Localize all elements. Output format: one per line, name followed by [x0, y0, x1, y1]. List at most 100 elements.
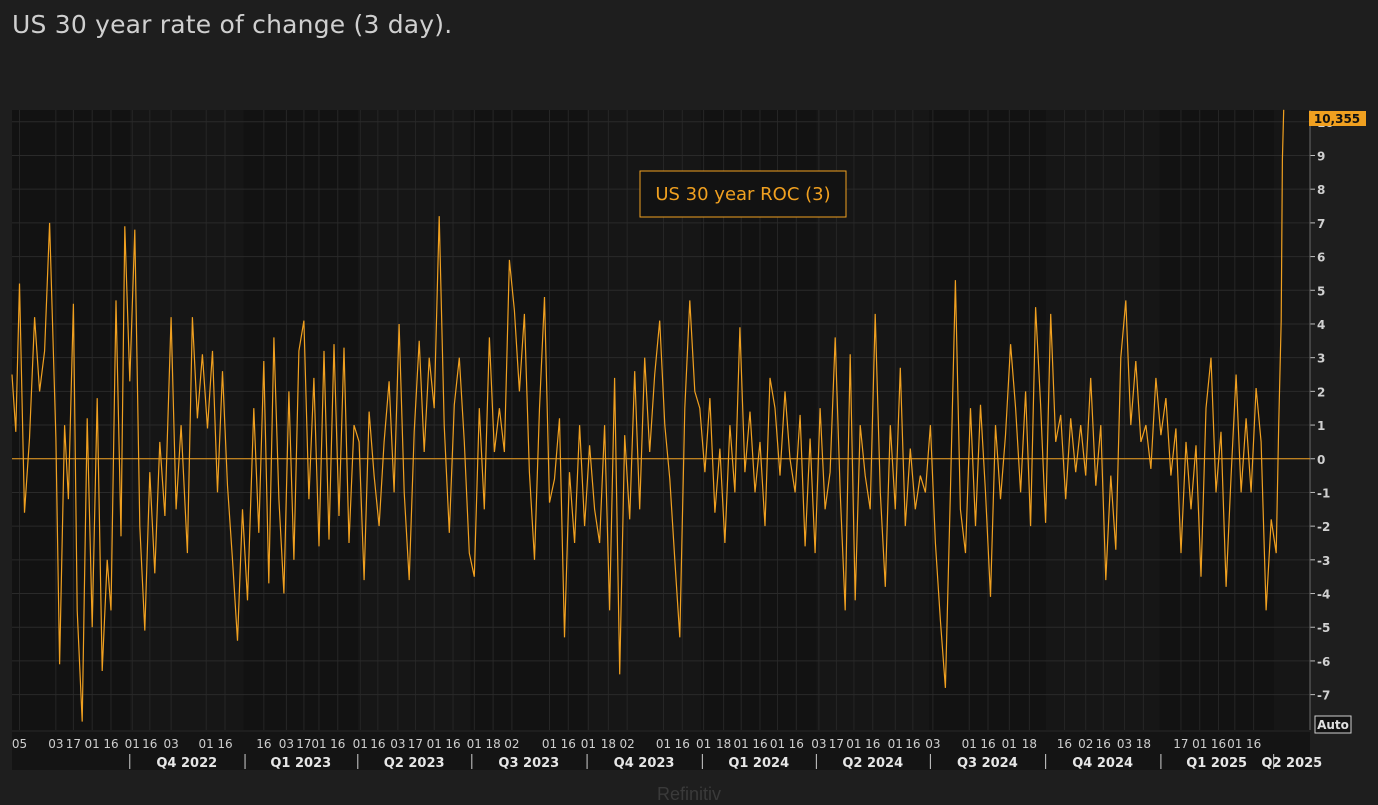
x-tick-label: 03: [1117, 737, 1132, 751]
x-tick-label: 16: [1211, 737, 1226, 751]
x-quarter-label: Q4 2023: [614, 756, 675, 771]
y-tick-label: -3: [1317, 554, 1330, 568]
x-tick-label: 17: [1173, 737, 1188, 751]
x-tick-label: 18: [485, 737, 500, 751]
quarter-band: [1273, 110, 1310, 730]
last-value-label: 10,355: [1314, 112, 1360, 126]
x-axis: 05 03 17 01 16 01 16 03 01 16 16 03 17 01 16 01 16 03 17 01…: [12, 732, 1322, 771]
x-tick-label: 03: [48, 737, 63, 751]
x-quarter-label: Q2 2023: [384, 756, 445, 771]
y-tick-label: 0: [1317, 453, 1325, 467]
x-tick-label: 01: [1227, 737, 1242, 751]
x-quarter-label: Q1 2024: [728, 756, 789, 771]
legend-box: US 30 year ROC (3): [639, 170, 847, 218]
quarter-band: [129, 110, 244, 730]
x-axis-band: [12, 732, 1310, 770]
x-tick-label: 01: [467, 737, 482, 751]
x-tick-label: 01: [542, 737, 557, 751]
y-tick-label: 5: [1317, 284, 1325, 298]
legend-label: US 30 year ROC (3): [655, 184, 830, 205]
x-tick-label: 01: [846, 737, 861, 751]
x-tick-label: 03: [279, 737, 294, 751]
x-quarter-label: Q4 2024: [1072, 756, 1133, 771]
x-tick-label: 01: [1192, 737, 1207, 751]
x-tick-label: 01: [1002, 737, 1017, 751]
x-tick-label: 16: [445, 737, 460, 751]
x-quarter-label: Q3 2024: [957, 756, 1018, 771]
y-tick-label: 9: [1317, 149, 1325, 163]
x-tick-label: 18: [601, 737, 616, 751]
x-tick-label: 16: [1096, 737, 1111, 751]
x-tick-label: 16: [256, 737, 271, 751]
x-tick-label: 03: [925, 737, 940, 751]
x-tick-label: 16: [103, 737, 118, 751]
y-tick-label: -6: [1317, 655, 1330, 669]
x-tick-label: 17: [66, 737, 81, 751]
x-tick-label: 02: [504, 737, 519, 751]
auto-scale-label: Auto: [1317, 718, 1349, 732]
series-line-us30-roc: [11, 109, 1285, 722]
x-tick-label: 03: [163, 737, 178, 751]
x-tick-label: 18: [716, 737, 731, 751]
x-tick-label: 03: [811, 737, 826, 751]
quarter-band: [1045, 110, 1160, 730]
y-tick-label: 2: [1317, 385, 1325, 399]
x-tick-label: 16: [330, 737, 345, 751]
x-tick-label: 01: [696, 737, 711, 751]
y-tick-label: 1: [1317, 419, 1325, 433]
x-tick-label: 16: [675, 737, 690, 751]
x-tick-label: 01: [581, 737, 596, 751]
x-tick-label: 05: [12, 737, 27, 751]
y-axis: 109876543210-1-2-3-4-5-6-7: [1309, 110, 1334, 730]
x-tick-label: 16: [561, 737, 576, 751]
x-quarter-label: Q4 2022: [156, 756, 217, 771]
x-tick-label: 16: [865, 737, 880, 751]
x-tick-label: 17: [296, 737, 311, 751]
y-tick-label: -2: [1317, 520, 1330, 534]
x-tick-label: 01: [199, 737, 214, 751]
auto-scale-button[interactable]: Auto: [1314, 715, 1352, 734]
x-tick-label: 01: [311, 737, 326, 751]
x-tick-label: 01: [770, 737, 785, 751]
x-tick-label: 03: [390, 737, 405, 751]
x-quarter-label: Q2 2025: [1261, 756, 1322, 771]
x-tick-label: 02: [620, 737, 635, 751]
x-tick-label: 16: [142, 737, 157, 751]
y-tick-label: -5: [1317, 621, 1330, 635]
x-tick-label: 18: [1136, 737, 1151, 751]
x-quarter-label: Q1 2025: [1186, 756, 1247, 771]
x-tick-label: 01: [125, 737, 140, 751]
x-quarter-label: Q1 2023: [270, 756, 331, 771]
x-tick-label: 01: [656, 737, 671, 751]
quarter-band: [357, 110, 471, 730]
y-tick-label: 4: [1317, 318, 1325, 332]
x-tick-label: 01: [353, 737, 368, 751]
x-tick-label: 16: [217, 737, 232, 751]
y-tick-label: -7: [1317, 689, 1330, 703]
x-tick-label: 17: [829, 737, 844, 751]
source-label: Refinitiv: [656, 784, 722, 804]
x-tick-label: 16: [980, 737, 995, 751]
y-tick-label: 8: [1317, 183, 1325, 197]
x-tick-label: 16: [1057, 737, 1072, 751]
x-tick-label: 17: [408, 737, 423, 751]
x-tick-label: 16: [370, 737, 385, 751]
page-title: US 30 year rate of change (3 day).: [12, 10, 453, 39]
y-tick-label: -1: [1317, 486, 1330, 500]
x-tick-label: 02: [1078, 737, 1093, 751]
y-tick-label: 7: [1317, 217, 1325, 231]
x-quarter-label: Q2 2024: [842, 756, 903, 771]
last-value-badge: 10,355: [1309, 111, 1366, 126]
x-tick-label: 16: [789, 737, 804, 751]
x-tick-label: 01: [427, 737, 442, 751]
x-tick-label: 01: [962, 737, 977, 751]
y-tick-label: 3: [1317, 352, 1325, 366]
x-quarter-label: Q3 2023: [498, 756, 559, 771]
y-tick-label: -4: [1317, 588, 1330, 602]
x-tick-label: 01: [888, 737, 903, 751]
x-tick-label: 18: [1022, 737, 1037, 751]
x-tick-label: 16: [752, 737, 767, 751]
y-tick-label: 6: [1317, 251, 1325, 265]
